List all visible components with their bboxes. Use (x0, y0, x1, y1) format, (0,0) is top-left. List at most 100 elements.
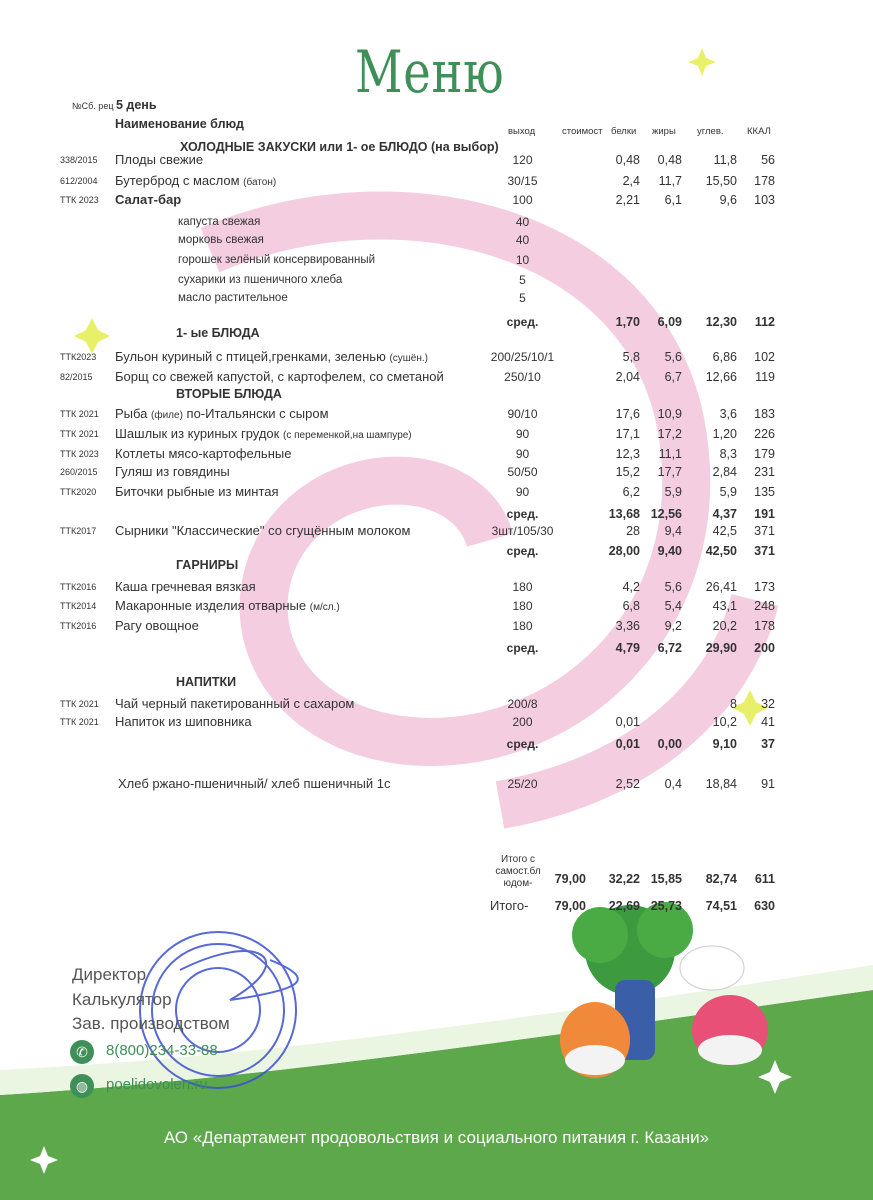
carbs-value: 10,2 (712, 715, 737, 729)
kcal-value: 371 (754, 544, 775, 558)
pink-spiral-decoration (200, 191, 779, 829)
carbs-value: 42,5 (712, 524, 737, 538)
totals-row: Итого- 79,00 22,69 25,73 74,51 630 (0, 897, 873, 915)
dish-name: Напиток из шиповника (115, 713, 252, 731)
average-row: сред. 13,68 12,56 4,37 191 (0, 505, 873, 523)
dish-name-text: капуста свежая (178, 216, 261, 228)
recipe-code: ТТК 2023 (60, 449, 99, 459)
fat-value: 5,4 (664, 599, 682, 613)
recipe-code: ТТК2014 (60, 601, 97, 611)
kcal-value: 119 (755, 370, 775, 384)
fat-value: 11,1 (658, 447, 682, 461)
col-protein: белки (611, 126, 637, 137)
dish-name: Рагу овощное (115, 617, 199, 635)
yield-value: 3шт/105/30 (491, 524, 554, 538)
carbs-value: 15,50 (705, 174, 737, 188)
dish-name: Каша гречневая вязкая (115, 578, 256, 596)
dish-row: ТТК 2021 Напиток из шиповника 200 0,01 10,2 4… (0, 713, 873, 731)
dish-name-text: Каша гречневая вязкая (115, 579, 256, 594)
ingredient-row: горошек зелёный консервированный 10 (0, 251, 873, 269)
recipe-code: ТТК2023 (60, 352, 97, 362)
protein-value: 4,2 (622, 580, 640, 594)
dish-name: сухарики из пшеничного хлеба (178, 271, 342, 289)
fat-value: 5,9 (664, 485, 682, 499)
dish-note: (филе) (151, 410, 183, 421)
ingredient-row: масло растительное 5 (0, 289, 873, 307)
recipe-ref-label: №Сб. рец 5 день (72, 98, 157, 112)
fat-value: 5,6 (664, 350, 682, 364)
protein-value: 2,21 (615, 193, 640, 207)
dish-name: Плоды свежие (115, 151, 203, 169)
protein-value: 6,2 (622, 485, 640, 499)
fat-value: 9,40 (657, 544, 682, 558)
yield-value: сред. (506, 507, 539, 521)
totals-label: Итого с самост.бл юдом- (495, 854, 541, 889)
yield-value: 40 (515, 233, 530, 247)
carbs-value: 12,66 (705, 370, 737, 384)
fat-value: 15,85 (650, 872, 682, 886)
carbs-value: 29,90 (705, 641, 737, 655)
dish-row: ТТК 2021 Шашлык из куриных грудок (с пере… (0, 425, 873, 443)
yellow-star-icon (74, 48, 768, 726)
cost-value: 79,00 (554, 872, 586, 886)
website-link[interactable]: poelidovolen.ru (106, 1076, 208, 1093)
dish-name-text: Борщ со свежей капустой, с картофелем, с… (115, 369, 444, 384)
kcal-value: 183 (754, 407, 775, 421)
dish-name: Шашлык из куриных грудок (с переменкой,н… (115, 425, 412, 445)
yield-value: 5 (519, 273, 526, 287)
protein-value: 3,36 (615, 619, 640, 633)
dish-row: ТТК2014 Макаронные изделия отварные (м/сл… (0, 597, 873, 615)
section-header: НАПИТКИ (0, 673, 873, 691)
col-fat: жиры (652, 126, 676, 137)
section-title: НАПИТКИ (176, 675, 237, 689)
recipe-code: 338/2015 (60, 155, 98, 165)
protein-value: 0,48 (615, 153, 640, 167)
section-title: ВТОРЫЕ БЛЮДА (176, 387, 282, 401)
kcal-value: 179 (754, 447, 775, 461)
dish-row: ТТК2016 Каша гречневая вязкая 180 4,2 5,6 26,… (0, 578, 873, 596)
col-kcal: ККАЛ (747, 126, 771, 137)
yield-value: 200 (512, 715, 533, 729)
section-header: 1- ые БЛЮДА (0, 324, 873, 342)
carbs-value: 4,37 (712, 507, 737, 521)
recipe-code: ТТК2017 (60, 526, 97, 536)
day-label: 5 день (116, 98, 157, 112)
dish-name-text: морковь свежая (178, 234, 264, 246)
yield-value: 10 (515, 253, 530, 267)
kcal-value: 56 (761, 153, 775, 167)
kcal-value: 103 (754, 193, 775, 207)
fat-value: 0,48 (657, 153, 682, 167)
phone-number[interactable]: 8(800)234-33-88 (106, 1042, 218, 1059)
protein-value: 13,68 (608, 507, 640, 521)
kcal-value: 173 (754, 580, 775, 594)
protein-value: 6,8 (622, 599, 640, 613)
director-label: Директор (72, 965, 147, 984)
protein-value: 2,52 (615, 777, 640, 791)
dish-name-text: сухарики из пшеничного хлеба (178, 274, 343, 286)
dish-name-text: Котлеты мясо-картофельные (115, 446, 292, 461)
dish-name: Рыба (филе) по-Итальянски с сыром (115, 405, 329, 425)
section-title: ГАРНИРЫ (176, 558, 239, 572)
protein-value: 4,79 (615, 641, 640, 655)
yield-value: 90 (515, 447, 530, 461)
dish-note: (с переменкой,на шампуре) (282, 430, 412, 441)
fat-value: 9,2 (664, 619, 682, 633)
recipe-code: ТТК 2021 (60, 699, 99, 709)
dish-row: ТТК2016 Рагу овощное 180 3,36 9,2 20,2 178 (0, 617, 873, 635)
ingredient-row: сухарики из пшеничного хлеба 5 (0, 271, 873, 289)
yield-value: 90 (515, 427, 530, 441)
carbs-value: 43,1 (712, 599, 737, 613)
dish-name-text: Биточки рыбные из минтая (115, 484, 279, 499)
carbs-value: 5,9 (719, 485, 737, 499)
protein-value: 17,6 (615, 407, 640, 421)
phone-icon: ✆ (70, 1040, 94, 1064)
dish-name-text: Хлеб ржано-пшеничный/ хлеб пшеничный 1с (118, 776, 391, 791)
dish-name-text: Чай черный пакетированный с сахаром (115, 696, 355, 711)
protein-value: 32,22 (608, 872, 640, 886)
section-header: ВТОРЫЕ БЛЮДА (0, 385, 873, 403)
protein-value: 22,69 (608, 899, 640, 913)
dish-name: масло растительное (178, 289, 288, 307)
carbs-value: 12,30 (705, 315, 737, 329)
dish-name-text: горошек зелёный консервированный (178, 254, 376, 266)
